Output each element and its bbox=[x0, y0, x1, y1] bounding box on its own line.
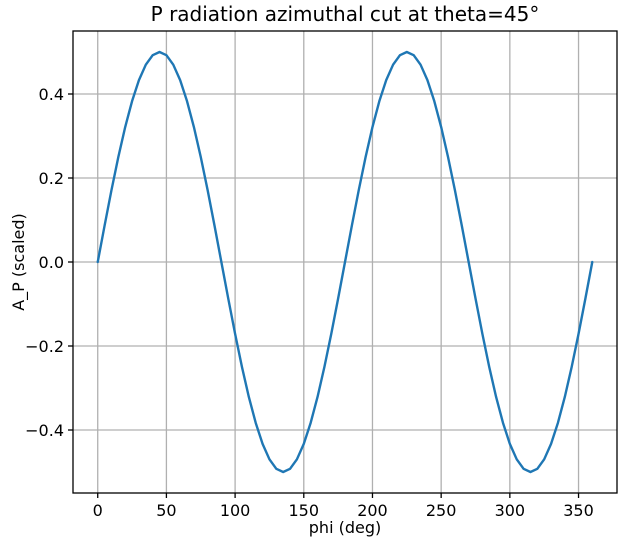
x-tick-label: 350 bbox=[563, 501, 594, 520]
x-tick-label: 150 bbox=[289, 501, 320, 520]
data-line bbox=[96, 50, 594, 474]
y-tick-label: 0.0 bbox=[39, 253, 64, 272]
y-tick-label: 0.4 bbox=[39, 85, 64, 104]
chart-title: P radiation azimuthal cut at theta=45° bbox=[150, 2, 540, 26]
x-tick-label: 0 bbox=[93, 501, 103, 520]
x-tick-label: 200 bbox=[357, 501, 388, 520]
x-tick-label: 300 bbox=[495, 501, 526, 520]
x-axis-label: phi (deg) bbox=[308, 518, 382, 537]
x-tick-label: 100 bbox=[220, 501, 251, 520]
y-tick-label: −0.4 bbox=[25, 421, 64, 440]
x-tick-label: 250 bbox=[426, 501, 457, 520]
y-axis-label: A_P (scaled) bbox=[9, 213, 28, 311]
x-tick-label: 50 bbox=[156, 501, 176, 520]
y-tick-label: −0.2 bbox=[25, 337, 64, 356]
y-tick-label: 0.2 bbox=[39, 169, 64, 188]
